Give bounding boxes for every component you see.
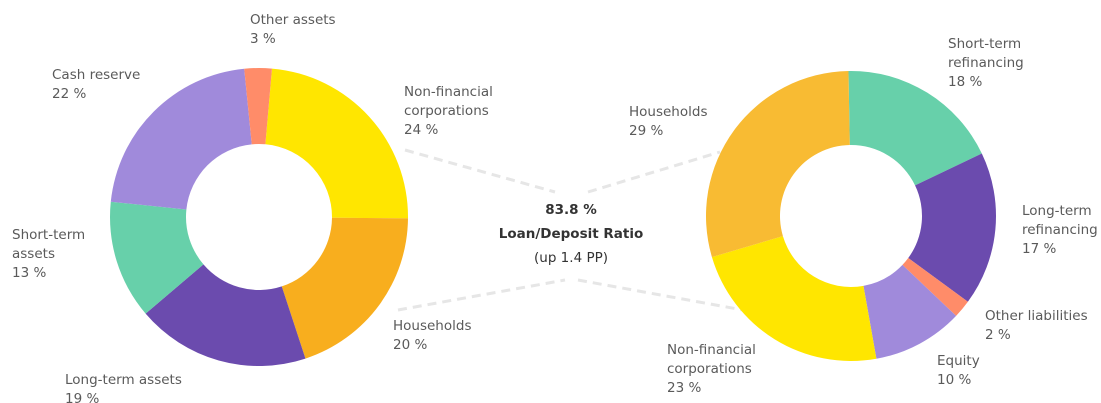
slice-label: Long-term assets bbox=[65, 372, 182, 388]
slice-label: Long-term bbox=[1022, 203, 1092, 219]
donut-slice bbox=[706, 71, 850, 258]
ratio-change: (up 1.4 PP) bbox=[534, 250, 608, 266]
slice-value-label: 23 % bbox=[667, 380, 701, 396]
donut-slice bbox=[711, 236, 877, 361]
slice-label: corporations bbox=[667, 361, 752, 377]
slice-value-label: 22 % bbox=[52, 86, 86, 102]
donut-slice bbox=[908, 153, 997, 302]
slice-value-label: 17 % bbox=[1022, 241, 1056, 257]
slice-value-label: 18 % bbox=[948, 74, 982, 90]
slice-value-label: 10 % bbox=[937, 372, 971, 388]
slice-label: refinancing bbox=[1022, 222, 1098, 238]
donut-slice bbox=[145, 264, 306, 366]
slice-value-label: 19 % bbox=[65, 391, 99, 403]
slice-value-label: 2 % bbox=[985, 327, 1011, 343]
slice-label: Cash reserve bbox=[52, 67, 140, 83]
donut-slice bbox=[902, 258, 968, 316]
slice-label: Non-financial bbox=[667, 342, 756, 358]
slice-label: corporations bbox=[404, 103, 489, 119]
slice-label: Equity bbox=[937, 353, 980, 369]
slice-value-label: 3 % bbox=[250, 31, 276, 47]
donut-slice bbox=[244, 68, 272, 145]
donut-slice bbox=[863, 264, 957, 359]
slice-label: Short-term bbox=[12, 227, 85, 243]
slice-value-label: 13 % bbox=[12, 265, 46, 281]
donut-slice bbox=[281, 217, 408, 359]
slice-label: Households bbox=[629, 104, 707, 120]
slice-label: Short-term bbox=[948, 36, 1021, 52]
ratio-value: 83.8 % bbox=[545, 202, 597, 218]
donut-slice bbox=[265, 68, 408, 219]
slice-label: Other assets bbox=[250, 12, 336, 28]
slice-label: Households bbox=[393, 318, 471, 334]
slice-value-label: 24 % bbox=[404, 122, 438, 138]
connector bbox=[404, 148, 556, 194]
connector bbox=[397, 278, 566, 312]
slice-label: Non-financial bbox=[404, 84, 493, 100]
ratio-label: Loan/Deposit Ratio bbox=[499, 226, 644, 242]
donut-slice bbox=[848, 71, 982, 186]
slice-label: assets bbox=[12, 246, 55, 262]
connector bbox=[577, 278, 766, 316]
connector bbox=[587, 150, 721, 194]
donut-slice bbox=[110, 68, 252, 210]
slice-value-label: 20 % bbox=[393, 337, 427, 353]
donut-slice bbox=[110, 201, 204, 314]
slice-value-label: 29 % bbox=[629, 123, 663, 139]
slice-label: Other liabilities bbox=[985, 308, 1088, 324]
slice-label: refinancing bbox=[948, 55, 1024, 71]
